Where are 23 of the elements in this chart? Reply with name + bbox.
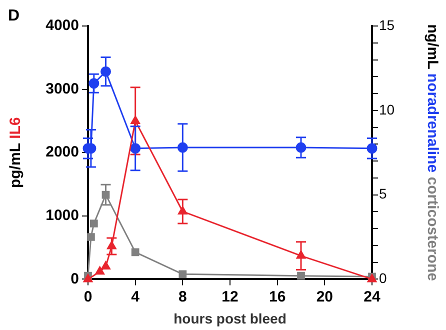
x-axis-title: hours post bleed: [174, 310, 286, 326]
y-axis-title: pg/mL: [7, 143, 24, 188]
x-tick-label: 24: [364, 288, 381, 306]
y-tick-label: 1000: [46, 207, 79, 224]
text: IL6: [7, 117, 24, 139]
y2-axis-title: ng/mL: [424, 24, 441, 70]
x-tick-label: 12: [222, 288, 238, 306]
y-tick-label: 2000: [46, 144, 79, 161]
text: corticosterone: [424, 176, 441, 281]
chart-title: D: [8, 7, 20, 24]
x-tick-label: 4: [131, 288, 140, 306]
y2-tick-label: 5: [379, 186, 387, 202]
text: noradrenaline: [424, 73, 441, 173]
y2-tick-label: 0: [379, 270, 387, 286]
x-tick-label: 8: [178, 288, 187, 306]
x-tick-label: 0: [84, 288, 92, 306]
x-tick-label: 16: [268, 288, 286, 306]
x-tick-label: 20: [316, 288, 334, 306]
y2-tick-label: 15: [379, 16, 395, 33]
y2-tick-label: 10: [379, 101, 395, 118]
y-tick-label: 0: [70, 270, 79, 288]
y-tick-label: 3000: [46, 80, 79, 98]
y-tick-label: 4000: [46, 17, 79, 34]
